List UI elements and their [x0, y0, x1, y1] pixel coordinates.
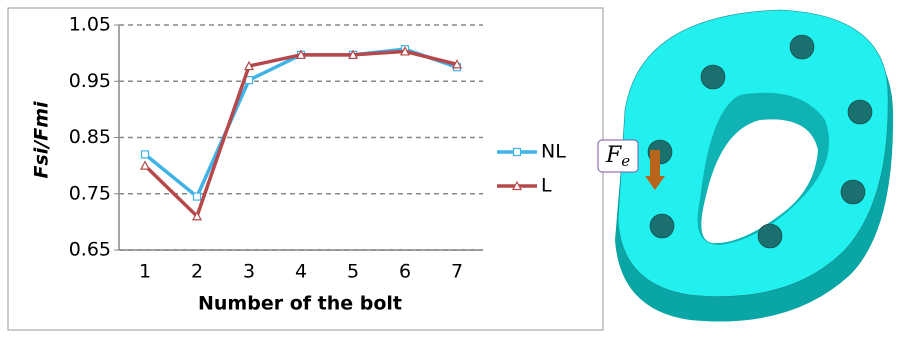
- page: 0.65 0.75 0.85 0.95 1.05 1 2 3 4 5 6 7 NL L Number of…: [0, 0, 905, 340]
- y-tick-label: 0.65: [69, 239, 111, 261]
- x-tick-label: 2: [191, 261, 203, 283]
- x-tick-label: 6: [399, 261, 411, 283]
- x-tick-label: 1: [139, 261, 151, 283]
- y-tick-label: 0.85: [69, 126, 111, 148]
- bolt: [848, 100, 872, 124]
- y-tick-label: 0.75: [69, 182, 111, 204]
- bolt: [841, 180, 865, 204]
- x-tick-label: 7: [451, 261, 463, 283]
- force-label-main: F: [605, 143, 622, 168]
- legend-label: L: [541, 175, 552, 197]
- y-axis-label: Fsi/Fmi: [31, 101, 53, 179]
- x-tick-label: 4: [295, 261, 307, 283]
- legend-label: NL: [541, 141, 566, 163]
- bolt: [650, 214, 674, 238]
- marker: [514, 149, 521, 156]
- y-tick-label: 1.05: [69, 14, 111, 36]
- bolt: [758, 224, 782, 248]
- force-label-sub: e: [621, 152, 630, 170]
- x-tick-label: 5: [347, 261, 359, 283]
- x-tick-label: 3: [243, 261, 255, 283]
- x-axis-label: Number of the bolt: [198, 293, 402, 315]
- bolt: [790, 35, 814, 59]
- force-arrow: [650, 150, 660, 178]
- mesh-illustration: Fe: [598, 10, 893, 322]
- marker: [194, 193, 201, 200]
- y-tick-label: 0.95: [69, 70, 111, 92]
- bolt: [701, 65, 725, 89]
- marker: [142, 151, 149, 158]
